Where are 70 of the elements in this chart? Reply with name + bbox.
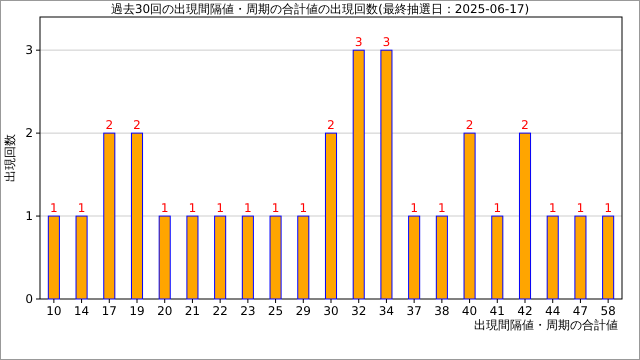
y-tick-label: 2 bbox=[25, 126, 33, 140]
bar bbox=[602, 216, 614, 300]
data-label: 1 bbox=[493, 201, 502, 216]
bar bbox=[297, 216, 310, 300]
bar bbox=[408, 216, 420, 300]
x-tick-label: 14 bbox=[74, 304, 90, 318]
bar bbox=[186, 216, 198, 300]
x-tick-label: 29 bbox=[296, 304, 311, 318]
bar bbox=[158, 216, 171, 300]
data-label: 2 bbox=[521, 118, 529, 132]
data-label: 2 bbox=[133, 118, 141, 132]
data-label: 1 bbox=[604, 201, 612, 216]
bar bbox=[380, 50, 392, 300]
x-axis-title: 出現間隔値・周期の合計値 bbox=[474, 318, 618, 332]
x-tick-label: 21 bbox=[184, 304, 200, 318]
data-label: 1 bbox=[50, 201, 58, 216]
x-tick-label: 42 bbox=[517, 304, 533, 318]
x-tick-label: 10 bbox=[46, 304, 62, 318]
x-tick-label: 22 bbox=[212, 304, 228, 318]
x-tick-label: 17 bbox=[102, 304, 117, 318]
data-label: 1 bbox=[160, 201, 169, 216]
data-label: 1 bbox=[244, 201, 252, 216]
data-label: 3 bbox=[354, 35, 363, 50]
data-label: 1 bbox=[188, 201, 196, 216]
data-label: 3 bbox=[382, 35, 390, 50]
bar bbox=[76, 216, 88, 300]
bar bbox=[214, 216, 226, 300]
x-tick-label: 30 bbox=[323, 304, 339, 318]
data-label: 1 bbox=[410, 201, 418, 216]
bar bbox=[574, 216, 586, 300]
bar bbox=[464, 132, 476, 300]
x-tick-label: 19 bbox=[129, 304, 145, 318]
data-label: 2 bbox=[327, 118, 335, 132]
data-label: 1 bbox=[548, 201, 557, 216]
y-tick-label: 1 bbox=[25, 209, 33, 224]
bar bbox=[270, 216, 282, 300]
bar bbox=[48, 216, 60, 300]
bar bbox=[352, 50, 365, 300]
data-label: 1 bbox=[438, 201, 446, 216]
chart-title: 過去30回の出現間隔値・周期の合計値の出現回数(最終抽選日：2025-06-17) bbox=[110, 2, 530, 16]
bar bbox=[546, 216, 559, 300]
y-axis-title: 出現回数 bbox=[3, 134, 17, 182]
bar bbox=[130, 132, 144, 300]
bar bbox=[436, 216, 448, 300]
x-tick-label: 47 bbox=[572, 304, 588, 318]
y-tick-label: 0 bbox=[25, 292, 33, 306]
bar bbox=[324, 132, 338, 300]
x-tick-label: 32 bbox=[351, 304, 366, 318]
x-tick-label: 38 bbox=[434, 304, 450, 318]
data-label: 1 bbox=[576, 201, 584, 216]
bar bbox=[242, 216, 254, 300]
data-label: 2 bbox=[105, 118, 114, 132]
bar bbox=[103, 132, 116, 300]
x-tick-label: 41 bbox=[490, 304, 505, 318]
bar bbox=[491, 216, 504, 300]
x-tick-label: 25 bbox=[268, 304, 284, 318]
x-tick-label: 58 bbox=[600, 304, 616, 318]
x-tick-label: 34 bbox=[378, 304, 394, 318]
x-tick-label: 40 bbox=[462, 304, 478, 318]
data-label: 1 bbox=[299, 201, 308, 216]
data-label: 2 bbox=[466, 118, 474, 132]
data-label: 1 bbox=[216, 201, 224, 216]
y-tick-label: 3 bbox=[25, 43, 33, 58]
x-tick-label: 37 bbox=[406, 304, 422, 318]
x-tick-label: 23 bbox=[240, 304, 256, 318]
x-tick-label: 20 bbox=[157, 304, 172, 318]
x-tick-label: 44 bbox=[545, 304, 560, 318]
data-label: 1 bbox=[78, 201, 86, 216]
bar bbox=[518, 132, 532, 300]
data-label: 1 bbox=[272, 201, 280, 216]
